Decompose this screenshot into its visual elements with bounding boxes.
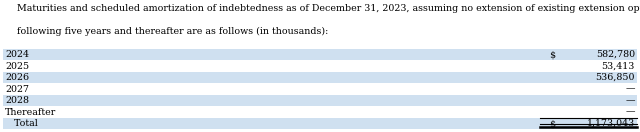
Text: 2026: 2026 [5, 73, 29, 82]
Text: —: — [625, 96, 635, 105]
Text: 2024: 2024 [5, 50, 29, 59]
Text: 536,850: 536,850 [595, 73, 635, 82]
Text: Total: Total [5, 119, 38, 128]
Text: $: $ [549, 50, 556, 59]
Text: Maturities and scheduled amortization of indebtedness as of December 31, 2023, a: Maturities and scheduled amortization of… [5, 4, 640, 13]
Text: —: — [625, 108, 635, 117]
Text: 53,413: 53,413 [602, 62, 635, 71]
Text: Thereafter: Thereafter [5, 108, 56, 117]
Text: 582,780: 582,780 [596, 50, 635, 59]
Text: 1,173,043: 1,173,043 [587, 119, 635, 128]
Text: 2025: 2025 [5, 62, 29, 71]
Text: —: — [625, 85, 635, 94]
Text: 2027: 2027 [5, 85, 29, 94]
Text: following five years and thereafter are as follows (in thousands):: following five years and thereafter are … [5, 26, 328, 36]
Text: $: $ [549, 119, 556, 128]
Text: 2028: 2028 [5, 96, 29, 105]
